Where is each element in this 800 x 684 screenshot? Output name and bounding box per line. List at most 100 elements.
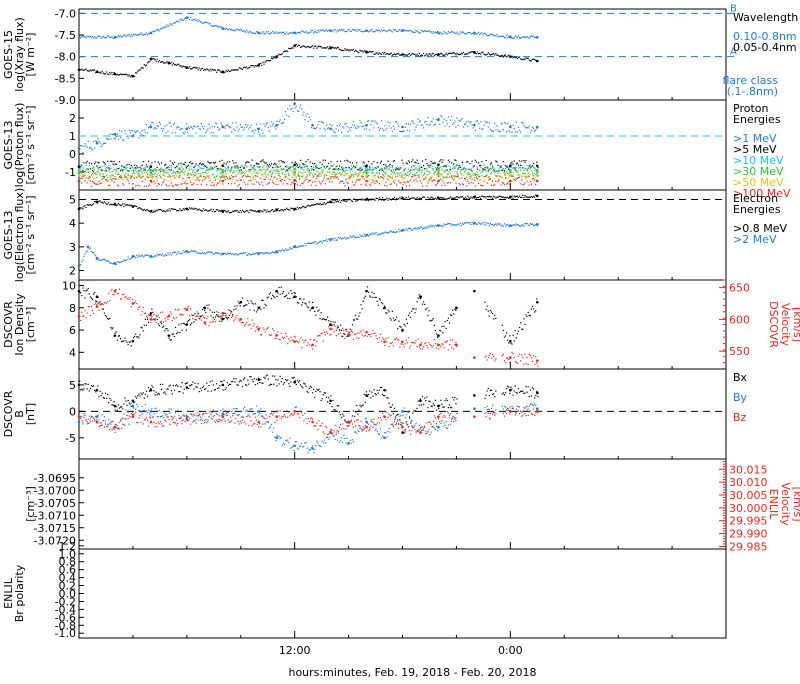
trace-dot bbox=[497, 181, 498, 182]
trace-dot bbox=[523, 226, 524, 227]
trace-dot bbox=[158, 126, 159, 127]
trace-dot bbox=[436, 333, 437, 334]
trace-dot bbox=[174, 22, 175, 23]
trace-dot bbox=[363, 172, 364, 173]
trace-dot bbox=[534, 173, 535, 174]
trace-dot bbox=[384, 199, 385, 200]
trace-dot bbox=[370, 170, 371, 171]
trace-dot bbox=[146, 32, 147, 33]
trace-dot bbox=[516, 179, 517, 180]
trace-dot bbox=[94, 254, 95, 255]
trace-dot bbox=[147, 34, 148, 35]
trace-dot bbox=[160, 171, 161, 172]
trace-dot bbox=[433, 173, 434, 174]
trace-dot bbox=[134, 167, 135, 168]
trace-dot bbox=[475, 175, 476, 176]
trace-dot bbox=[357, 169, 358, 170]
trace-dot bbox=[524, 173, 525, 174]
trace-dot bbox=[247, 176, 248, 177]
trace-dot bbox=[154, 161, 155, 162]
trace-dot bbox=[145, 319, 146, 320]
trace-dot bbox=[142, 172, 143, 173]
trace-dot bbox=[142, 67, 143, 68]
trace-dot bbox=[311, 166, 312, 167]
trace-dot bbox=[274, 210, 275, 211]
trace-dot bbox=[85, 170, 86, 171]
trace-dot bbox=[297, 163, 298, 164]
trace-dot bbox=[205, 209, 206, 210]
trace-dot bbox=[382, 232, 383, 233]
trace-dot bbox=[350, 130, 351, 131]
trace-dot bbox=[393, 169, 394, 170]
trace-dot bbox=[147, 166, 148, 167]
trace-dot bbox=[384, 168, 385, 169]
trace-dot bbox=[383, 53, 384, 54]
trace-dot bbox=[97, 170, 98, 171]
trace-dot bbox=[345, 167, 346, 168]
trace-dot bbox=[222, 253, 223, 254]
trace-dot bbox=[95, 302, 96, 303]
trace-dot bbox=[360, 304, 361, 305]
trace-dot bbox=[460, 184, 461, 185]
trace-dot bbox=[131, 165, 132, 166]
trace-dot bbox=[378, 305, 379, 306]
trace-dot bbox=[299, 32, 300, 33]
trace-dot bbox=[349, 178, 350, 179]
trace-dot bbox=[187, 177, 188, 178]
trace-dot bbox=[356, 51, 357, 52]
trace-dot bbox=[530, 181, 531, 182]
trace-dot bbox=[233, 176, 234, 177]
trace-dot bbox=[433, 163, 434, 164]
trace-dot bbox=[329, 168, 330, 169]
trace-dot bbox=[213, 185, 214, 186]
trace-dot bbox=[101, 170, 102, 171]
trace-dot bbox=[146, 176, 147, 177]
trace-dot bbox=[412, 31, 413, 32]
trace-dot bbox=[423, 179, 424, 180]
trace-dot bbox=[424, 304, 425, 305]
trace-dot bbox=[138, 171, 139, 172]
trace-dot bbox=[280, 54, 281, 55]
trace-dot bbox=[486, 197, 487, 198]
trace-dot bbox=[327, 128, 328, 129]
trace-dot bbox=[162, 211, 163, 212]
trace-dot bbox=[230, 71, 231, 72]
trace-dot bbox=[200, 175, 201, 176]
trace-dot bbox=[422, 160, 423, 161]
trace-dot bbox=[469, 222, 470, 223]
trace-dot bbox=[478, 53, 479, 54]
trace-dot bbox=[470, 196, 471, 197]
trace-dot bbox=[107, 73, 108, 74]
trace-dot bbox=[297, 184, 298, 185]
trace-dot bbox=[474, 173, 475, 174]
trace-dot bbox=[200, 210, 201, 211]
trace-dot bbox=[341, 330, 342, 331]
trace-dot bbox=[247, 170, 248, 171]
trace-dot bbox=[166, 209, 167, 210]
trace-dot bbox=[519, 225, 520, 226]
trace-dot bbox=[278, 173, 279, 174]
trace-dot bbox=[506, 177, 507, 178]
trace-dot bbox=[143, 330, 144, 331]
trace-dot bbox=[106, 303, 107, 304]
trace-dot bbox=[287, 209, 288, 210]
trace-dot bbox=[229, 71, 230, 72]
trace-dot bbox=[377, 166, 378, 167]
trace-dot bbox=[439, 198, 440, 199]
y-axis-label: [cm⁻² s⁻¹ sr⁻¹] bbox=[24, 196, 37, 275]
trace-dot bbox=[356, 165, 357, 166]
trace-dot bbox=[187, 183, 188, 184]
trace-dot bbox=[533, 176, 534, 177]
trace-dot bbox=[403, 131, 404, 132]
trace-dot bbox=[391, 171, 392, 172]
trace-dot bbox=[246, 166, 247, 167]
trace-dot bbox=[146, 325, 147, 326]
trace-dot bbox=[281, 32, 282, 33]
trace-dot bbox=[443, 166, 444, 167]
trace-dot bbox=[97, 162, 98, 163]
trace-dot bbox=[403, 179, 404, 180]
trace-dot bbox=[293, 173, 294, 174]
trace-dot bbox=[476, 53, 477, 54]
trace-dot bbox=[462, 223, 463, 224]
trace-dot bbox=[422, 186, 423, 187]
